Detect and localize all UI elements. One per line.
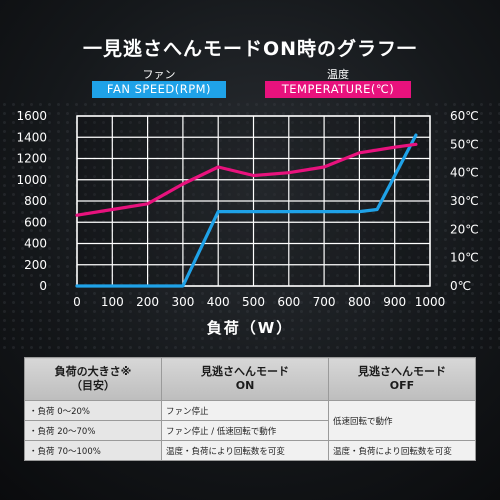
header-off: 見逃さへんモード OFF	[328, 357, 476, 401]
row-off: 温度・負荷により回転数を可変	[328, 440, 476, 461]
y-left-tick-label: 200	[24, 258, 47, 272]
chart-area: 020040060080010001200140016000℃10℃20℃30℃…	[16, 109, 479, 309]
y-left-tick-label: 600	[24, 215, 47, 229]
mesh-background	[0, 100, 500, 350]
legend-fan-sub: ファン	[142, 68, 176, 81]
y-right-tick-label: 40℃	[450, 166, 479, 180]
x-tick-label: 800	[348, 295, 371, 309]
row-load: ・負荷 70〜100%	[24, 440, 162, 461]
y-right-tick-label: 20℃	[450, 222, 479, 236]
row-on: ファン停止	[161, 400, 329, 421]
page-title: 一見逃さへんモードON時のグラフ一	[82, 38, 418, 60]
row-on: 温度・負荷により回転数を可変	[161, 440, 329, 461]
x-tick-label: 200	[136, 295, 159, 309]
table-row: ・負荷 0〜20% ファン停止 低速回転で動作	[24, 400, 476, 441]
row-load: ・負荷 0〜20%	[24, 400, 162, 421]
x-tick-label: 1000	[415, 295, 446, 309]
x-tick-label: 400	[207, 295, 230, 309]
y-right-tick-label: 50℃	[450, 137, 479, 151]
temperature-line	[75, 142, 418, 217]
y-left-tick-label: 1000	[16, 173, 47, 187]
y-right-tick-label: 30℃	[450, 194, 479, 208]
table-row: ・負荷 20〜70% ファン停止 / 低速回転で動作	[24, 420, 476, 441]
legend-fan-label: FAN SPEED(RPM)	[92, 81, 226, 98]
x-tick-label: 0	[73, 295, 81, 309]
legend-temp-label: TEMPERATURE(℃)	[265, 81, 411, 98]
y-right-tick-label: 10℃	[450, 251, 479, 265]
x-tick-label: 300	[171, 295, 194, 309]
x-tick-label: 100	[101, 295, 124, 309]
mode-table: 負荷の大きさ※ （目安） 見逃さへんモード ON 見逃さへんモード OFF ・負…	[24, 357, 476, 461]
x-axis-label: 負荷（W）	[206, 319, 294, 337]
row-on: ファン停止 / 低速回転で動作	[161, 420, 329, 441]
fan-speed-line	[75, 133, 418, 288]
y-right-tick-label: 60℃	[450, 109, 479, 123]
header-load: 負荷の大きさ※ （目安）	[24, 357, 162, 401]
header-load-text: 負荷の大きさ※ （目安）	[54, 365, 132, 392]
row-load: ・負荷 20〜70%	[24, 420, 162, 441]
legend-temp-sub: 温度	[327, 68, 349, 81]
y-left-tick-label: 1200	[16, 152, 47, 166]
y-left-tick-label: 1400	[16, 130, 47, 144]
header-on: 見逃さへんモード ON	[161, 357, 329, 401]
header-on-text: 見逃さへんモード ON	[201, 365, 289, 392]
y-left-tick-label: 800	[24, 194, 47, 208]
x-tick-label: 600	[277, 295, 300, 309]
row-off: 低速回転で動作	[328, 400, 476, 441]
x-tick-label: 900	[383, 295, 406, 309]
header-off-text: 見逃さへんモード OFF	[358, 365, 446, 392]
x-tick-label: 500	[242, 295, 265, 309]
x-tick-label: 700	[313, 295, 336, 309]
table-row: ・負荷 70〜100% 温度・負荷により回転数を可変 温度・負荷により回転数を可…	[24, 440, 476, 461]
y-right-tick-label: 0℃	[450, 279, 471, 293]
table-header-row: 負荷の大きさ※ （目安） 見逃さへんモード ON 見逃さへんモード OFF	[24, 357, 476, 401]
y-left-tick-label: 0	[39, 279, 47, 293]
y-left-tick-label: 1600	[16, 109, 47, 123]
y-left-tick-label: 400	[24, 237, 47, 251]
